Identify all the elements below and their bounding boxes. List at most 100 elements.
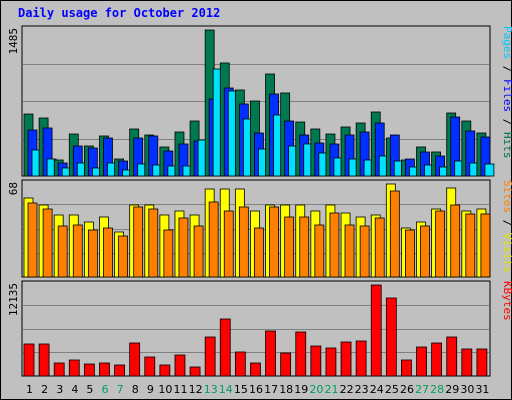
bar-sites-day-9 [148, 208, 159, 278]
bar-kbytes-day-17 [265, 330, 276, 377]
x-tick-label-6: 6 [102, 383, 109, 396]
bar-kbytes-day-21 [325, 347, 337, 377]
x-tick-label-10: 10 [158, 383, 172, 396]
x-tick-label-16: 16 [249, 383, 263, 396]
bar-sites-day-25 [389, 190, 400, 278]
bar-kbytes-day-13 [204, 336, 216, 377]
legend-label: / [501, 213, 512, 233]
bar-kbytes-day-3 [53, 362, 65, 377]
bar-kbytes-day-23 [355, 340, 367, 377]
legend-visits-sites: Sites / Visits [501, 180, 512, 273]
bar-sites-day-23 [359, 225, 370, 278]
bar-kbytes-day-16 [250, 362, 261, 377]
bar-sites-day-29 [450, 204, 461, 278]
bar-kbytes-day-5 [83, 363, 95, 377]
x-tick-label-11: 11 [174, 383, 188, 396]
bar-kbytes-day-29 [446, 336, 458, 377]
bar-kbytes-day-18 [280, 352, 292, 377]
bar-kbytes-day-31 [476, 348, 488, 377]
bar-sites-day-10 [163, 229, 174, 278]
legend-label: KBytes [501, 281, 512, 321]
bar-kbytes-day-22 [340, 341, 352, 377]
legend-label: / [501, 112, 512, 132]
bar-sites-day-8 [133, 206, 144, 278]
bar-sites-day-16 [254, 227, 264, 278]
bar-sites-day-4 [72, 224, 83, 278]
legend-label: Files [501, 79, 512, 112]
bar-sites-day-15 [238, 206, 249, 278]
legend-label: / [501, 59, 512, 79]
bar-kbytes-day-7 [114, 364, 125, 377]
bar-sites-day-7 [118, 235, 128, 278]
bar-pages-day-31 [484, 163, 495, 177]
bar-kbytes-day-4 [68, 359, 80, 377]
legend-label: Visits [501, 233, 512, 273]
bar-kbytes-day-8 [129, 342, 141, 377]
bar-sites-day-30 [465, 213, 476, 278]
bar-kbytes-day-12 [189, 366, 201, 377]
x-tick-label-27: 27 [415, 383, 429, 396]
x-tick-label-9: 9 [147, 383, 154, 396]
x-tick-label-19: 19 [294, 383, 308, 396]
x-tick-label-2: 2 [41, 383, 48, 396]
bar-kbytes-day-2 [38, 343, 50, 377]
panel-kbytes [21, 280, 491, 377]
y-axis-max-label: 68 [7, 182, 20, 195]
bar-sites-day-22 [344, 224, 355, 278]
bar-sites-day-26 [405, 229, 415, 278]
bar-kbytes-day-10 [159, 364, 171, 377]
x-tick-label-29: 29 [445, 383, 459, 396]
bar-sites-day-12 [193, 225, 204, 278]
x-tick-label-28: 28 [430, 383, 444, 396]
page-title: Daily usage for October 2012 [18, 6, 221, 20]
bar-kbytes-day-11 [174, 354, 186, 377]
bar-kbytes-day-14 [219, 318, 231, 377]
bar-kbytes-day-9 [144, 356, 156, 377]
x-tick-label-4: 4 [71, 383, 78, 396]
bar-kbytes-day-20 [310, 345, 322, 377]
legend-hits-files-pages: Pages / Files / Hits [501, 26, 512, 159]
x-tick-label-14: 14 [219, 383, 233, 396]
bar-sites-day-5 [87, 229, 98, 278]
bar-sites-day-17 [269, 206, 279, 278]
bar-sites-day-21 [329, 212, 340, 278]
x-tick-label-15: 15 [234, 383, 248, 396]
x-tick-label-13: 13 [204, 383, 218, 396]
bar-sites-day-2 [42, 208, 53, 278]
bar-sites-day-3 [57, 225, 68, 278]
bar-kbytes-day-28 [431, 342, 443, 377]
x-tick-label-3: 3 [56, 383, 63, 396]
x-tick-label-22: 22 [340, 383, 354, 396]
bar-sites-day-13 [208, 201, 219, 278]
x-tick-label-8: 8 [132, 383, 139, 396]
x-tick-label-5: 5 [86, 383, 93, 396]
legend-label: Pages [501, 26, 512, 59]
x-tick-label-18: 18 [279, 383, 293, 396]
x-tick-label-1: 1 [26, 383, 33, 396]
bar-sites-day-1 [27, 202, 38, 278]
x-tick-label-12: 12 [189, 383, 203, 396]
bar-sites-day-14 [223, 210, 234, 278]
x-tick-label-17: 17 [264, 383, 278, 396]
bar-kbytes-day-27 [416, 346, 427, 377]
bar-sites-day-27 [420, 225, 430, 278]
bar-sites-day-19 [299, 216, 310, 278]
bar-kbytes-day-6 [99, 362, 110, 377]
x-tick-label-23: 23 [355, 383, 369, 396]
x-tick-label-7: 7 [117, 383, 124, 396]
x-tick-label-21: 21 [324, 383, 338, 396]
bar-sites-day-28 [435, 210, 446, 278]
x-tick-label-25: 25 [385, 383, 399, 396]
bar-sites-day-31 [480, 213, 491, 278]
bar-sites-day-11 [178, 217, 189, 278]
bar-kbytes-day-26 [401, 359, 412, 377]
legend-label: Sites [501, 180, 512, 213]
bar-kbytes-day-24 [370, 284, 382, 377]
y-axis-max-label: 1485 [7, 28, 20, 55]
x-tick-label-20: 20 [309, 383, 323, 396]
legend-kbytes: KBytes [501, 281, 512, 321]
bar-kbytes-day-25 [385, 297, 397, 377]
legend-label: Hits [501, 132, 512, 159]
bar-kbytes-day-30 [461, 348, 473, 377]
